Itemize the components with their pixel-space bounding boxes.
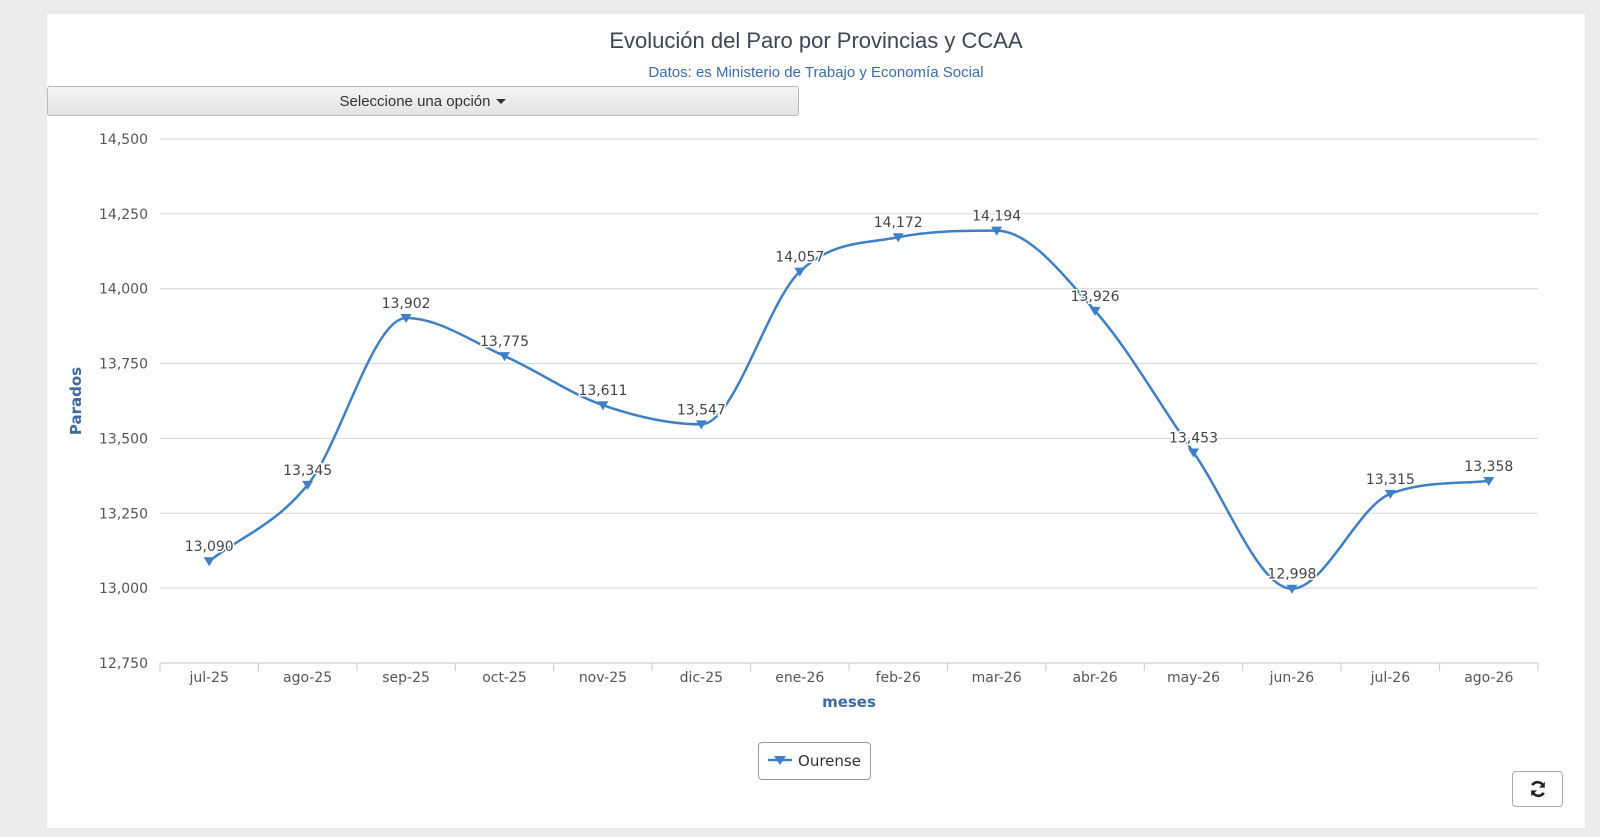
line-chart: 14,500 14,250 14,000 13,750 13,500 13,250 13,0… [67, 132, 1539, 711]
x-tick-label: sep-25 [382, 670, 430, 686]
series-markers [203, 226, 1495, 594]
data-point-marker[interactable] [1483, 476, 1495, 486]
x-tick-label: may-26 [1167, 670, 1220, 686]
y-tick-label: 13,500 [99, 431, 148, 447]
data-point-marker[interactable] [203, 557, 215, 567]
data-point-marker[interactable] [794, 267, 806, 277]
data-point-marker[interactable] [991, 226, 1003, 236]
data-label: 13,547 [677, 402, 726, 418]
refresh-icon [1530, 780, 1545, 798]
legend-item-ourense[interactable]: Ourense [758, 742, 871, 780]
series-line-ourense [208, 229, 1489, 590]
x-tick-label: abr-26 [1072, 670, 1117, 686]
data-label: 14,194 [972, 209, 1021, 225]
data-label: 13,775 [480, 334, 529, 350]
x-tick-label: dic-25 [680, 670, 723, 686]
caret-down-icon [496, 98, 507, 104]
option-selector-label: Seleccione una opción [339, 92, 491, 110]
data-label: 14,057 [775, 250, 824, 266]
data-label: 13,315 [1366, 472, 1415, 488]
y-tick-label: 14,500 [99, 132, 148, 148]
y-tick-label: 13,250 [99, 506, 148, 522]
data-label: 12,998 [1267, 567, 1316, 583]
data-point-marker[interactable] [1384, 489, 1396, 499]
x-tick-label: nov-25 [579, 670, 627, 686]
x-tick-label: ago-25 [283, 670, 332, 686]
x-axis-title: meses [822, 693, 876, 711]
y-tick-label: 14,000 [99, 282, 148, 298]
data-point-marker[interactable] [597, 401, 609, 411]
data-point-marker[interactable] [1089, 306, 1101, 316]
x-tick-label: oct-25 [482, 670, 527, 686]
chart-panel: Evolución del Paro por Provincias y CCAA… [47, 14, 1585, 828]
y-tick-label: 12,750 [99, 656, 148, 672]
option-selector-button[interactable]: Seleccione una opción [47, 86, 799, 116]
data-label: 13,902 [382, 296, 431, 312]
data-label: 13,345 [283, 463, 332, 479]
x-tick-label: ago-26 [1464, 670, 1513, 686]
data-label: 13,453 [1169, 431, 1218, 447]
data-label: 13,926 [1071, 289, 1120, 305]
chart-title: Evolución del Paro por Provincias y CCAA [609, 28, 1023, 53]
legend-label: Ourense [798, 752, 861, 770]
x-tick-label: ene-26 [775, 670, 824, 686]
data-point-marker[interactable] [1286, 584, 1298, 594]
data-label: 13,090 [185, 539, 234, 555]
chart-subtitle: Datos: es Ministerio de Trabajo y Econom… [648, 64, 984, 81]
data-labels: 13,090 13,345 13,902 13,775 13,611 13,547 14,0… [183, 207, 1515, 584]
data-label: 13,358 [1464, 459, 1513, 475]
y-tick-label: 13,750 [99, 357, 148, 373]
data-point-marker[interactable] [302, 480, 314, 490]
data-label: 14,172 [874, 215, 923, 231]
data-point-marker[interactable] [499, 352, 510, 362]
data-point-marker[interactable] [695, 420, 707, 430]
x-tick-label: jul-26 [1370, 670, 1411, 686]
y-axis-title: Parados [67, 367, 85, 435]
y-axis-ticks: 14,500 14,250 14,000 13,750 13,500 13,250 13,0… [99, 132, 148, 672]
x-axis-ticks: jul-25 ago-25 sep-25 oct-25 nov-25 dic-25 ene-… [188, 670, 1513, 686]
data-point-marker[interactable] [892, 233, 904, 243]
x-axis [159, 662, 1539, 671]
data-point-marker[interactable] [400, 314, 412, 324]
x-tick-label: mar-26 [972, 670, 1022, 686]
data-point-marker[interactable] [1188, 448, 1199, 458]
y-tick-label: 14,250 [99, 207, 148, 223]
refresh-button[interactable] [1512, 771, 1563, 807]
y-tick-label: 13,000 [99, 581, 148, 597]
x-tick-label: feb-26 [876, 670, 921, 686]
triangle-down-icon [768, 756, 793, 765]
grid-lines [160, 138, 1538, 589]
data-label: 13,611 [578, 383, 627, 399]
x-tick-label: jun-26 [1269, 670, 1315, 686]
x-tick-label: jul-25 [188, 670, 229, 686]
